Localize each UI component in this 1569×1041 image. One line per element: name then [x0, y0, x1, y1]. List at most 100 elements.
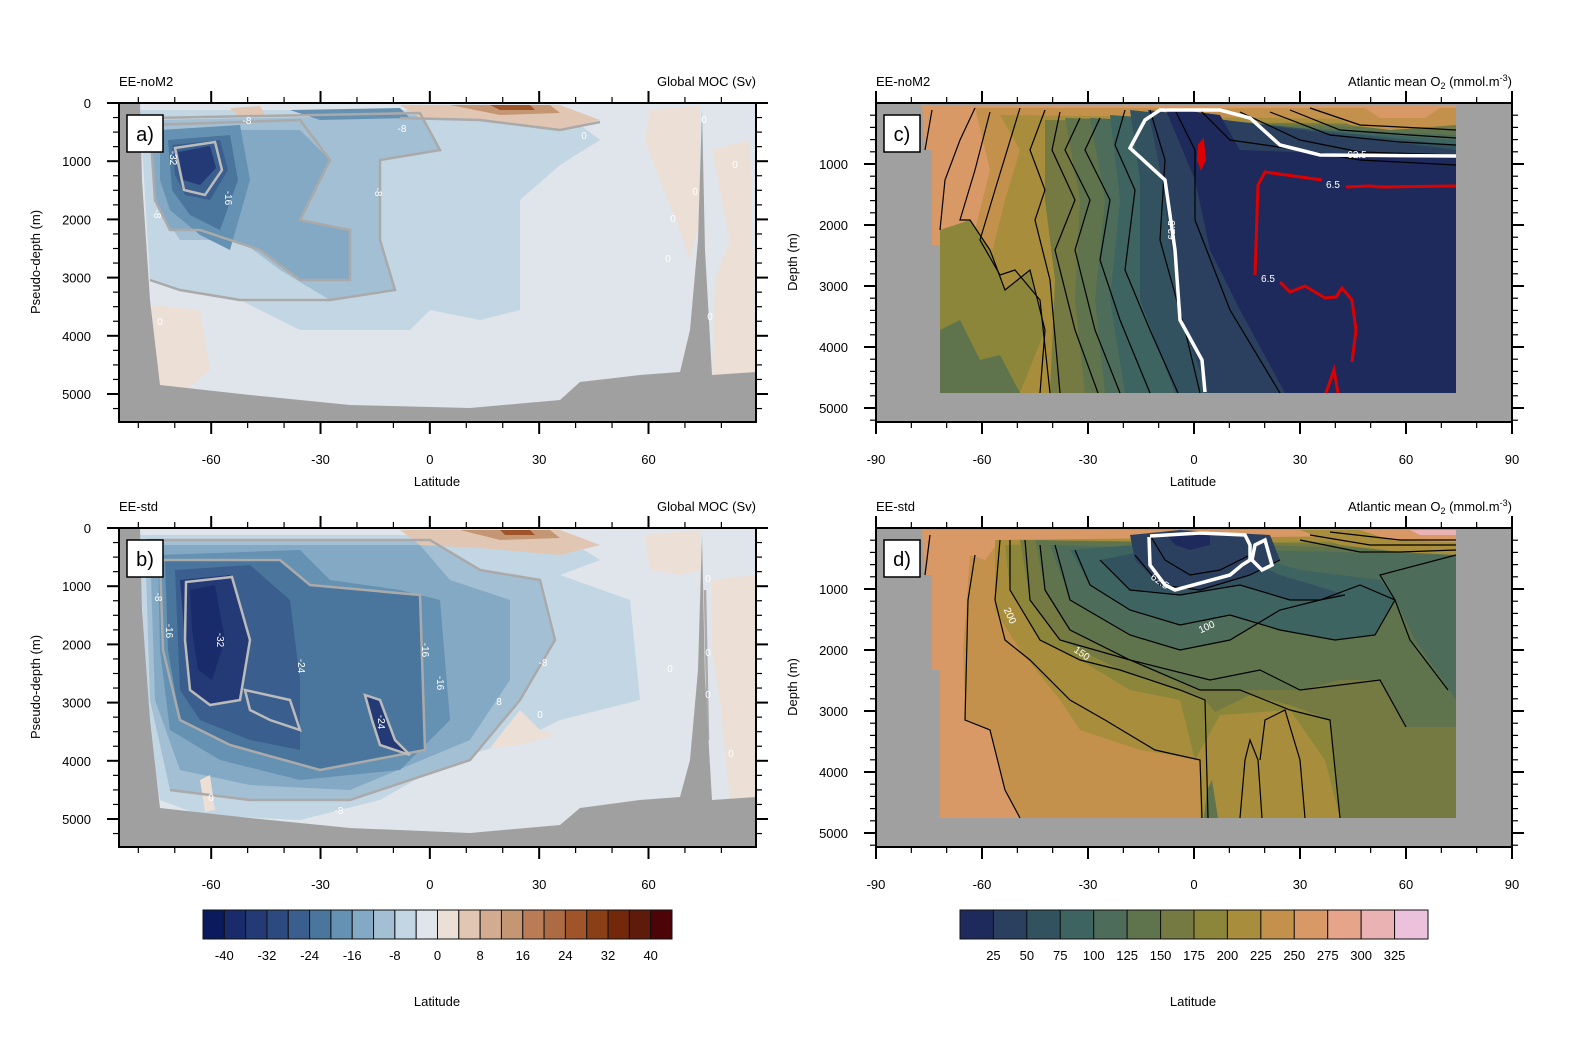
- panel-b: -32 -16 -8 -24 -24 -16 -16 -8 -8 8 0 0 0…: [28, 499, 768, 892]
- moc-field-b: [119, 528, 756, 847]
- colorbar-moc-labels: -40 -32 -24 -16 -8 0 8 16 24 32 40: [215, 948, 658, 963]
- panel-label-a: a): [136, 124, 154, 146]
- y-axis-label-c: Depth (m): [785, 233, 800, 291]
- svg-text:0: 0: [728, 749, 734, 760]
- svg-text:0: 0: [732, 160, 738, 171]
- svg-text:225: 225: [1250, 948, 1272, 963]
- svg-text:-30: -30: [1079, 877, 1098, 892]
- svg-text:-16: -16: [222, 191, 233, 206]
- svg-text:-60: -60: [202, 877, 221, 892]
- svg-text:24: 24: [558, 948, 572, 963]
- svg-text:6.5: 6.5: [1326, 180, 1340, 191]
- panel-title-b: Global MOC (Sv): [657, 499, 756, 514]
- run-label-c: EE-noM2: [876, 74, 930, 89]
- svg-text:100: 100: [1083, 948, 1105, 963]
- svg-text:0: 0: [665, 254, 671, 265]
- svg-text:-30: -30: [311, 877, 330, 892]
- svg-text:-60: -60: [973, 877, 992, 892]
- svg-text:-8: -8: [372, 188, 383, 197]
- svg-text:-32: -32: [258, 948, 277, 963]
- svg-text:90: 90: [1505, 452, 1519, 467]
- svg-text:-16: -16: [434, 676, 445, 691]
- svg-text:-40: -40: [215, 948, 234, 963]
- panel-label-box-a: [126, 114, 164, 153]
- svg-text:-24: -24: [295, 659, 306, 674]
- o2-field-d: [876, 528, 1512, 847]
- moc-field-a: [119, 103, 756, 422]
- x-axis-label-c: Latitude: [1170, 474, 1216, 489]
- svg-text:5000: 5000: [62, 812, 91, 827]
- axes-c: -90 -60 -30 0 30 60 90 1000 2000 3000 4000 5000: [819, 91, 1524, 467]
- svg-text:1000: 1000: [62, 154, 91, 169]
- svg-text:-16: -16: [163, 624, 174, 639]
- svg-text:-8: -8: [389, 948, 401, 963]
- svg-text:300: 300: [1350, 948, 1372, 963]
- svg-text:30: 30: [1293, 877, 1307, 892]
- svg-text:0: 0: [705, 574, 711, 585]
- svg-text:-32: -32: [214, 633, 225, 648]
- svg-text:5000: 5000: [62, 387, 91, 402]
- svg-text:6.5: 6.5: [1261, 274, 1275, 285]
- svg-text:-60: -60: [202, 452, 221, 467]
- svg-text:275: 275: [1317, 948, 1339, 963]
- svg-text:60: 60: [1399, 452, 1413, 467]
- contour-labels-c: 62.5 62.5 6.5 6.5: [1167, 150, 1367, 285]
- svg-text:-16: -16: [419, 643, 430, 658]
- svg-text:0: 0: [670, 214, 676, 225]
- colorbar-o2: 25 50 75 100 125 150 175 200 225 250 275 300 325 Lat…: [959, 909, 1429, 1009]
- svg-text:-8: -8: [151, 210, 162, 219]
- axes-a: -60 -30 0 30 60 0 1000 2000 3000 4000 5000: [62, 91, 768, 467]
- x-axis-label-a: Latitude: [414, 474, 460, 489]
- svg-text:75: 75: [1053, 948, 1067, 963]
- svg-text:3000: 3000: [819, 704, 848, 719]
- svg-text:62.5: 62.5: [1347, 150, 1367, 161]
- y-axis-label-d: Depth (m): [785, 658, 800, 716]
- svg-text:-8: -8: [539, 658, 548, 669]
- colorbar-o2-swatches: [959, 909, 1429, 940]
- panel-title-c: Atlantic mean O2 (mmol.m-3): [1348, 73, 1512, 91]
- o2-field-c: [876, 103, 1512, 422]
- panel-a: -32 -16 -8 -8 -8 -8 0 0 0 0 0 0 0 0 -60-…: [28, 74, 768, 489]
- svg-text:62.5: 62.5: [1167, 220, 1178, 240]
- svg-text:-30: -30: [1079, 452, 1098, 467]
- svg-text:-8: -8: [243, 116, 252, 127]
- panel-label-box-b: [126, 539, 164, 578]
- svg-text:-24: -24: [375, 715, 386, 730]
- svg-text:5000: 5000: [819, 826, 848, 841]
- svg-text:0: 0: [426, 877, 433, 892]
- svg-text:60: 60: [641, 452, 655, 467]
- svg-text:8: 8: [496, 697, 502, 708]
- svg-text:-60: -60: [973, 452, 992, 467]
- run-label-d: EE-std: [876, 499, 915, 514]
- svg-text:60: 60: [1399, 877, 1413, 892]
- colorbar-moc: -40 -32 -24 -16 -8 0 8 16 24 32 40 Latitude: [202, 909, 673, 1009]
- svg-text:2000: 2000: [819, 218, 848, 233]
- contour-labels-b: -32 -16 -8 -24 -24 -16 -16 -8 -8 8 0 0 0…: [152, 574, 734, 817]
- svg-text:0: 0: [426, 452, 433, 467]
- run-label-b: EE-std: [119, 499, 158, 514]
- panel-label-b: b): [136, 549, 154, 571]
- svg-text:325: 325: [1384, 948, 1406, 963]
- svg-text:40: 40: [643, 948, 657, 963]
- svg-text:4000: 4000: [62, 754, 91, 769]
- panel-c: 62.5 62.5 6.5 6.5 -90 -60 -30 0 30 60 90 1000 20…: [785, 73, 1524, 489]
- svg-text:2000: 2000: [819, 643, 848, 658]
- svg-text:3000: 3000: [819, 279, 848, 294]
- svg-text:0: 0: [208, 793, 214, 804]
- panel-label-box-d: [883, 539, 921, 578]
- svg-text:0: 0: [701, 115, 707, 126]
- svg-text:1000: 1000: [62, 579, 91, 594]
- svg-text:0: 0: [1190, 452, 1197, 467]
- svg-text:-90: -90: [867, 452, 886, 467]
- svg-text:0: 0: [157, 317, 163, 328]
- svg-text:250: 250: [1283, 948, 1305, 963]
- svg-text:175: 175: [1183, 948, 1205, 963]
- panel-title-d: Atlantic mean O2 (mmol.m-3): [1348, 498, 1512, 516]
- svg-text:2000: 2000: [62, 637, 91, 652]
- svg-text:200: 200: [1217, 948, 1239, 963]
- svg-text:0: 0: [537, 710, 543, 721]
- svg-text:30: 30: [532, 877, 546, 892]
- svg-text:2000: 2000: [62, 212, 91, 227]
- svg-text:90: 90: [1505, 877, 1519, 892]
- svg-text:30: 30: [1293, 452, 1307, 467]
